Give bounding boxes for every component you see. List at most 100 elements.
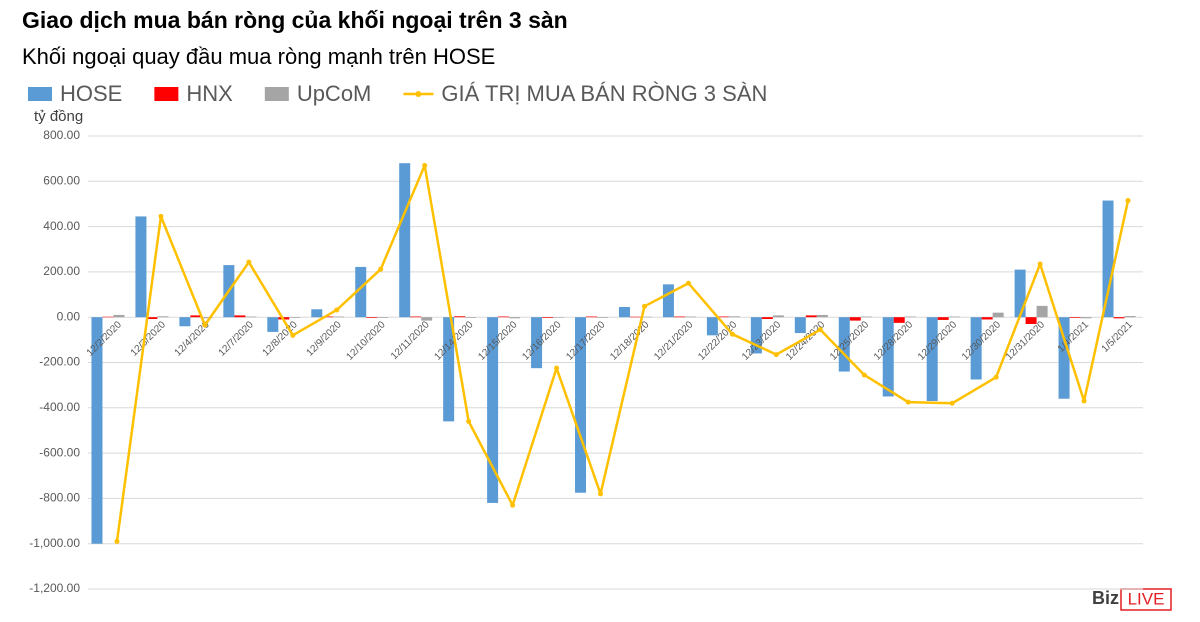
line-point <box>1125 198 1131 204</box>
bar <box>234 315 246 318</box>
bar <box>377 317 389 318</box>
bar <box>981 317 993 320</box>
bar <box>1069 317 1081 318</box>
x-tick-label: 12/3/2020 <box>129 319 169 359</box>
bar <box>443 317 455 422</box>
bar <box>102 316 114 318</box>
bar <box>267 317 279 332</box>
x-tick-label: 12/11/2020 <box>389 319 432 362</box>
line <box>115 164 1130 542</box>
bar <box>640 316 652 318</box>
bar <box>1102 200 1114 318</box>
line-point <box>773 352 779 358</box>
bar <box>1113 317 1125 319</box>
bar <box>1058 317 1070 399</box>
bar <box>706 317 718 336</box>
bar <box>926 317 938 402</box>
bar <box>728 316 740 318</box>
bar <box>717 316 729 318</box>
bar <box>366 317 378 318</box>
line-point <box>817 327 823 333</box>
x-tick-label: 12/30/2020 <box>960 319 1003 362</box>
chart-subtitle: Khối ngoại quay đầu mua ròng mạnh trên H… <box>22 44 495 69</box>
line-point <box>905 399 911 405</box>
bar <box>454 316 466 318</box>
line-point <box>641 303 647 309</box>
x-tick-label: 12/2/2020 <box>85 319 125 359</box>
x-tick-label: 12/29/2020 <box>916 319 959 362</box>
x-tick-label: 1/5/2021 <box>1100 319 1136 355</box>
bar <box>410 316 422 318</box>
line-point <box>993 374 999 380</box>
bar <box>1025 317 1037 324</box>
bar <box>311 309 323 318</box>
line-point <box>861 372 867 378</box>
bar <box>750 317 762 354</box>
line-point <box>466 418 472 424</box>
bar <box>970 317 982 380</box>
bar <box>575 317 587 493</box>
legend-swatch <box>264 87 289 101</box>
bar <box>553 317 565 318</box>
bar <box>190 315 202 318</box>
bar <box>465 317 477 318</box>
x-tick-label: 12/10/2020 <box>345 319 388 362</box>
bar <box>904 316 916 318</box>
x-tick-label: 12/28/2020 <box>872 319 915 362</box>
x-tick-label: 12/18/2020 <box>608 319 651 362</box>
y-tick-label: 400.00 <box>43 219 80 233</box>
bar <box>157 316 169 318</box>
line-point <box>598 491 604 497</box>
bar <box>245 316 257 318</box>
y-tick-label: -1,200.00 <box>29 581 80 595</box>
bar <box>882 317 894 397</box>
y-tick-label: -400.00 <box>39 400 80 414</box>
x-tick-label: 12/17/2020 <box>564 319 607 362</box>
legend-swatch <box>154 87 179 101</box>
bar <box>1080 317 1092 319</box>
bar <box>629 316 641 318</box>
x-tick-label: 12/16/2020 <box>520 319 563 362</box>
bar <box>761 317 773 320</box>
x-tick-label: 12/8/2020 <box>261 319 301 359</box>
line-point <box>1037 261 1043 267</box>
line-point <box>378 266 384 272</box>
y-tick-label: 600.00 <box>43 173 80 187</box>
bar <box>1124 316 1136 318</box>
x-tick-label: 12/24/2020 <box>784 319 827 362</box>
bar <box>421 317 433 321</box>
y-tick-label: 800.00 <box>43 128 80 142</box>
bar <box>135 216 147 318</box>
bar <box>201 317 213 319</box>
line-point <box>334 307 340 313</box>
legend-label: GIÁ TRỊ MUA BÁN RÒNG 3 SÀN <box>441 81 767 106</box>
line-point <box>554 365 560 371</box>
bar <box>586 316 598 318</box>
line-point <box>290 332 296 338</box>
line-point <box>158 213 164 219</box>
bar <box>662 284 674 318</box>
bar <box>772 315 784 318</box>
bar <box>893 317 905 323</box>
legend-swatch <box>28 87 52 101</box>
bar <box>1036 305 1048 318</box>
logo-right: LIVE <box>1128 589 1165 608</box>
y-tick-label: -600.00 <box>39 445 80 459</box>
line-point <box>1081 398 1087 404</box>
legend-marker <box>415 91 422 97</box>
line-point <box>422 162 428 168</box>
x-tick-label: 12/25/2020 <box>828 319 871 362</box>
legend-label: HNX <box>186 81 233 106</box>
line-point <box>685 280 691 286</box>
bar <box>289 317 301 318</box>
bar <box>597 317 609 318</box>
bar <box>509 317 521 319</box>
line-point <box>949 400 955 406</box>
bar <box>91 317 103 544</box>
bar <box>860 316 872 318</box>
x-tick-label: 12/7/2020 <box>217 319 257 359</box>
line-point <box>729 331 735 337</box>
x-tick-label: 12/22/2020 <box>696 319 739 362</box>
bar <box>487 317 499 503</box>
